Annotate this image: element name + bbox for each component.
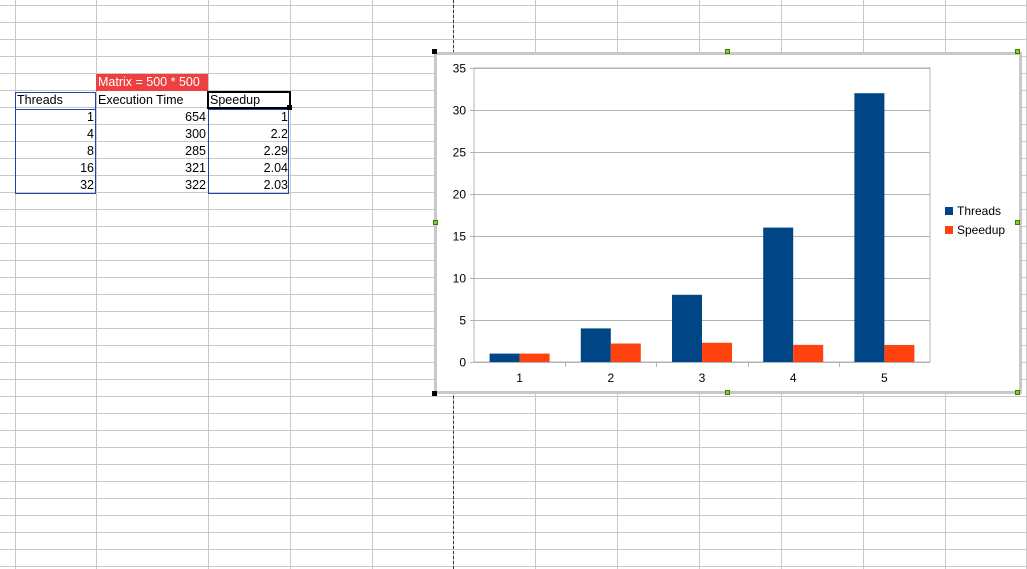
cell-cursor-handle[interactable] (287, 105, 292, 110)
cell-execution-time[interactable]: 300 (185, 127, 206, 141)
chart-resize-handle[interactable] (1015, 390, 1020, 395)
bar-threads (854, 93, 885, 362)
header-execution-time[interactable]: Execution Time (98, 93, 184, 107)
x-tick-label: 1 (516, 371, 523, 385)
chart-resize-handle[interactable] (432, 391, 437, 396)
cell-speedup[interactable]: 2.29 (263, 144, 288, 158)
y-tick-label: 30 (453, 104, 467, 118)
y-tick-label: 10 (453, 272, 467, 286)
x-tick-label: 3 (699, 371, 706, 385)
y-tick-label: 15 (453, 230, 467, 244)
y-tick-label: 5 (459, 314, 466, 328)
bar-threads (489, 353, 520, 362)
bar-threads (763, 227, 794, 362)
header-threads[interactable]: Threads (17, 93, 63, 107)
cell-threads[interactable]: 4 (87, 127, 94, 141)
y-tick-label: 0 (459, 356, 466, 370)
y-tick-label: 20 (453, 188, 467, 202)
cell-speedup[interactable]: 1 (281, 110, 288, 124)
bar-speedup (702, 342, 732, 362)
cell-execution-time[interactable]: 654 (185, 110, 206, 124)
legend-swatch-threads (945, 207, 953, 215)
cell-speedup[interactable]: 2.03 (263, 178, 288, 192)
cell-execution-time[interactable]: 285 (185, 144, 206, 158)
x-tick-label: 4 (790, 371, 797, 385)
legend-label-speedup: Speedup (957, 223, 1005, 237)
chart-resize-handle[interactable] (1015, 49, 1020, 54)
cell-speedup[interactable]: 2.04 (263, 161, 288, 175)
chart-resize-handle[interactable] (432, 49, 437, 54)
x-tick-label: 2 (607, 371, 614, 385)
cell-threads[interactable]: 1 (87, 110, 94, 124)
chart-object[interactable]: 0 5 10 15 20 25 30 35 1 2 3 4 5 Threads Speedup (434, 52, 1022, 394)
bar-speedup (793, 344, 824, 362)
cell-speedup[interactable]: 2.2 (270, 127, 288, 141)
bar-speedup (610, 343, 641, 362)
threads-range-highlight (15, 92, 96, 110)
bar-threads (580, 328, 611, 362)
cell-threads[interactable]: 16 (80, 161, 94, 175)
cell-cursor[interactable] (207, 91, 291, 109)
chart-resize-handle[interactable] (433, 220, 438, 225)
threads-data-range-highlight (15, 109, 96, 194)
bar-threads (672, 294, 702, 362)
chart-resize-handle[interactable] (725, 390, 730, 395)
chart-resize-handle[interactable] (1015, 220, 1020, 225)
bar-speedup (519, 353, 550, 362)
x-tick-label: 5 (881, 371, 888, 385)
y-tick-label: 35 (453, 62, 467, 76)
y-tick-label: 25 (453, 146, 467, 160)
bar-chart: 0 5 10 15 20 25 30 35 1 2 3 4 5 Threads Speedup (453, 62, 1006, 386)
speedup-data-range-highlight (208, 109, 289, 194)
cell-execution-time[interactable]: 322 (185, 178, 206, 192)
legend-swatch-speedup (945, 226, 953, 234)
cell-threads[interactable]: 32 (80, 178, 94, 192)
cell-threads[interactable]: 8 (87, 144, 94, 158)
cell-execution-time[interactable]: 321 (185, 161, 206, 175)
table-title-cell[interactable]: Matrix = 500 * 500 (96, 74, 208, 91)
chart-resize-handle[interactable] (725, 49, 730, 54)
bar-speedup (884, 344, 915, 362)
header-speedup[interactable]: Speedup (210, 93, 261, 107)
legend-label-threads: Threads (957, 204, 1001, 218)
